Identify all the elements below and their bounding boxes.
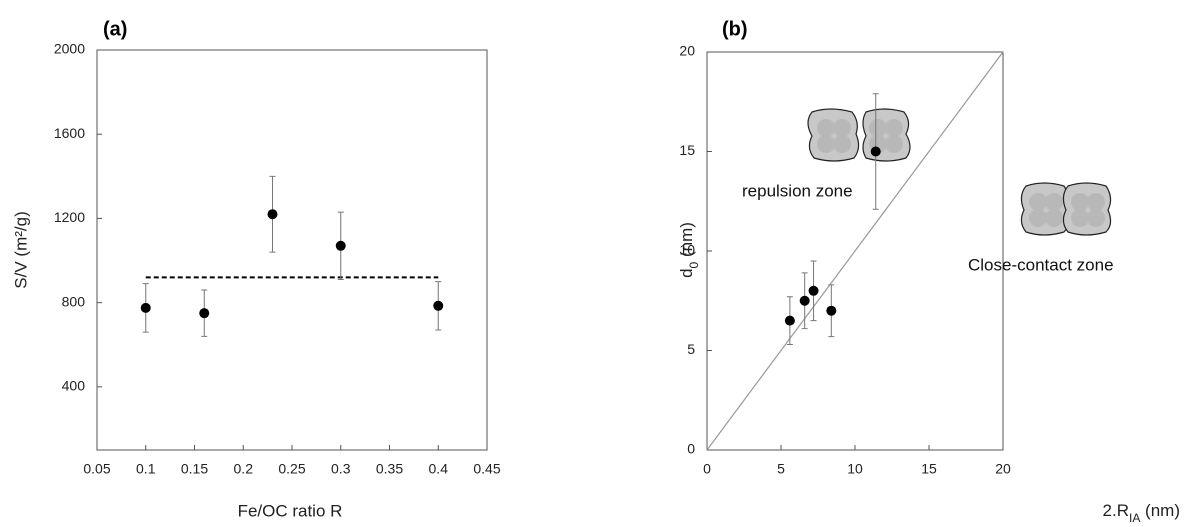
panel-label: (b): [722, 18, 748, 40]
x-tick-label: 15: [921, 461, 937, 477]
annotation: repulsion zone: [742, 181, 853, 200]
x-tick-label: 5: [777, 461, 785, 477]
x-tick-label: 10: [847, 461, 863, 477]
core: [817, 119, 835, 137]
x-tick-label: 0: [703, 461, 711, 477]
particle-icon: [807, 108, 860, 162]
core: [1029, 193, 1047, 211]
plot-frame: [96, 49, 488, 451]
annotation: Close-contact zone: [968, 255, 1114, 274]
data-point: [335, 240, 346, 251]
x-tick-label: 0.4: [429, 461, 449, 477]
label-sub: IA: [1129, 511, 1140, 525]
core: [833, 135, 851, 153]
x-tick-label: 0.15: [181, 461, 208, 477]
x-tick-label: 0.2: [234, 461, 254, 477]
axis-label: d0 (nm): [677, 222, 701, 278]
x-tick-label: 0.1: [136, 461, 156, 477]
data-point: [799, 295, 810, 306]
particle-icon: [1020, 182, 1070, 236]
data-point: [199, 308, 210, 319]
y-tick-label: 0: [687, 441, 695, 457]
core: [869, 119, 887, 137]
y-tick-label: 1600: [54, 125, 85, 141]
reference-line: [706, 51, 1004, 451]
axis-label: S/V (m²/g): [11, 211, 30, 288]
x-tick-label: 0.25: [278, 461, 305, 477]
axis-label: 2.RIA (nm): [1103, 501, 1180, 525]
data-point: [808, 285, 819, 296]
label-text: d: [677, 268, 696, 277]
y-tick-label: 10: [679, 242, 695, 258]
x-tick-label: 0.05: [83, 461, 110, 477]
x-tick-label: 0.3: [331, 461, 351, 477]
core: [1045, 209, 1063, 227]
label-text: 2.R: [1103, 501, 1129, 520]
core: [833, 119, 851, 137]
x-tick-label: 0.35: [376, 461, 403, 477]
y-tick-label: 1200: [54, 209, 85, 225]
label-text: (nm): [1140, 501, 1180, 520]
data-point: [433, 300, 444, 311]
core: [1045, 193, 1063, 211]
particle-icons: [807, 108, 1112, 236]
panel-label: (a): [103, 18, 127, 40]
data-point: [267, 209, 278, 220]
core: [1071, 209, 1089, 227]
core: [885, 119, 903, 137]
y-tick-label: 2000: [54, 41, 85, 57]
core: [817, 135, 835, 153]
y-tick-label: 400: [62, 378, 86, 394]
x-tick-label: 20: [995, 461, 1011, 477]
particle-icon: [862, 108, 911, 162]
x-tick-label: 0.45: [473, 461, 500, 477]
y-tick-label: 15: [679, 142, 695, 158]
data-point: [784, 315, 795, 326]
y-tick-label: 20: [679, 43, 695, 59]
core: [1087, 193, 1105, 211]
data-point: [140, 302, 151, 313]
data-point: [826, 305, 837, 316]
particle-icon: [1062, 182, 1112, 236]
axis-label: Fe/OC ratio R: [238, 501, 343, 520]
core: [885, 135, 903, 153]
y-tick-label: 800: [62, 293, 86, 309]
label-text: (nm): [677, 222, 696, 262]
core: [1087, 209, 1105, 227]
core: [1029, 209, 1047, 227]
label-sub: 0: [687, 261, 701, 268]
core: [1071, 193, 1089, 211]
data-point: [870, 146, 881, 157]
y-tick-label: 5: [687, 341, 695, 357]
